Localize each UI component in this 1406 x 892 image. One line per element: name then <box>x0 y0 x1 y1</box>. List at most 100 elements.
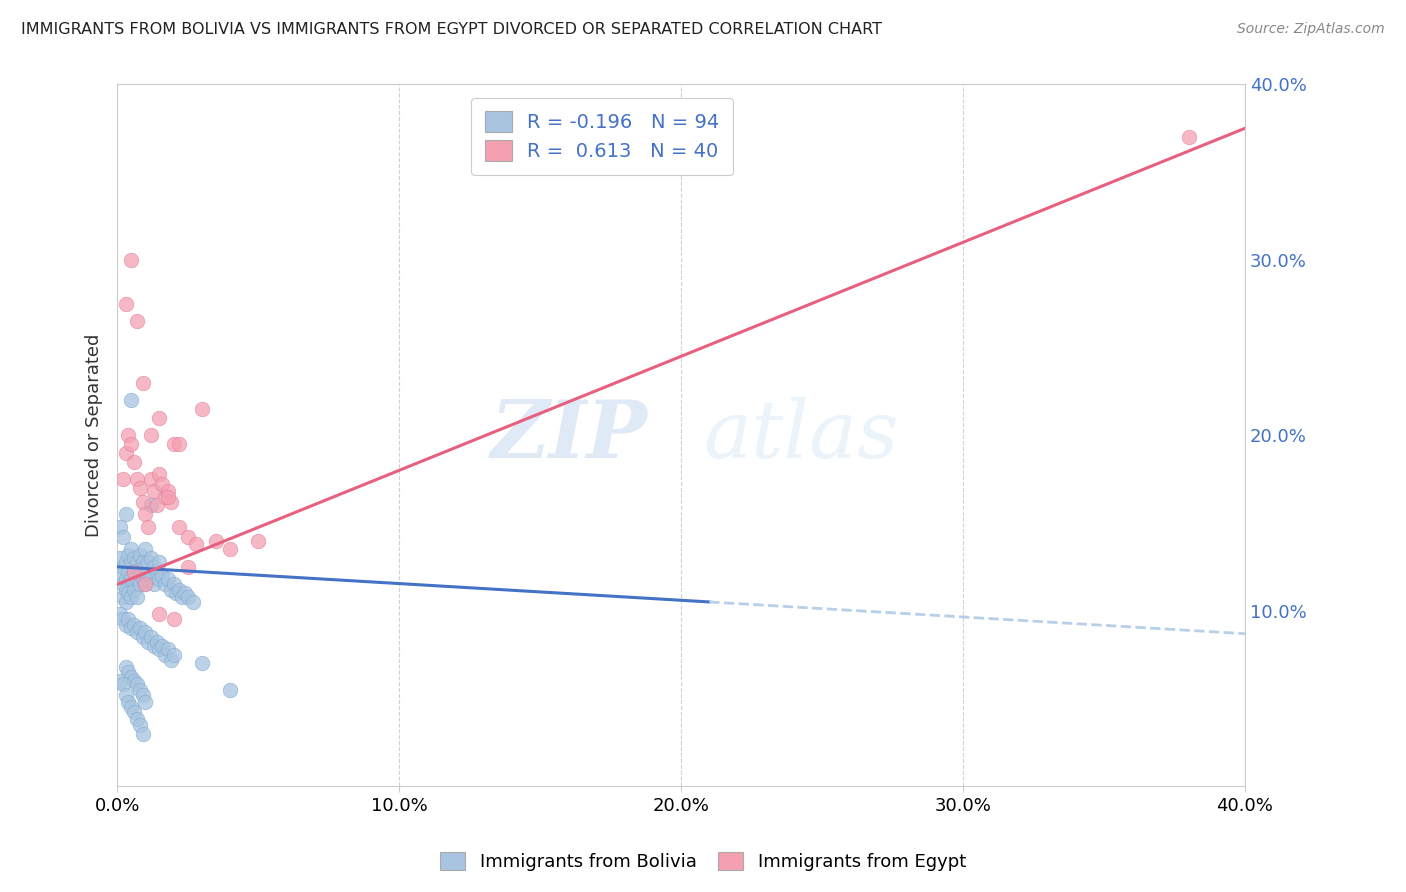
Point <box>150 477 173 491</box>
Point <box>134 577 156 591</box>
Text: Source: ZipAtlas.com: Source: ZipAtlas.com <box>1237 22 1385 37</box>
Point <box>120 590 142 604</box>
Point <box>114 555 136 569</box>
Point <box>114 296 136 310</box>
Point <box>148 555 170 569</box>
Point <box>167 437 190 451</box>
Point <box>117 548 139 562</box>
Point <box>117 428 139 442</box>
Point <box>120 393 142 408</box>
Point <box>156 490 179 504</box>
Point <box>122 551 145 566</box>
Point <box>108 673 131 688</box>
Point <box>120 252 142 267</box>
Point <box>122 617 145 632</box>
Point <box>176 530 198 544</box>
Point <box>108 607 131 622</box>
Point <box>114 446 136 460</box>
Point <box>120 557 142 571</box>
Point <box>142 577 165 591</box>
Point <box>150 639 173 653</box>
Point <box>153 577 176 591</box>
Point <box>205 533 228 548</box>
Point <box>153 490 176 504</box>
Point <box>122 706 145 720</box>
Point <box>120 621 142 635</box>
Point <box>108 551 131 566</box>
Point <box>131 726 153 740</box>
Point <box>145 635 167 649</box>
Point <box>111 472 134 486</box>
Point <box>122 565 145 579</box>
Point <box>176 590 198 604</box>
Point <box>148 642 170 657</box>
Point <box>136 555 159 569</box>
Y-axis label: Divorced or Separated: Divorced or Separated <box>86 334 103 537</box>
Point <box>120 572 142 586</box>
Point <box>134 695 156 709</box>
Point <box>111 530 134 544</box>
Point <box>219 682 242 697</box>
Point <box>108 568 131 582</box>
Point <box>125 314 148 328</box>
Point <box>117 695 139 709</box>
Point <box>139 630 162 644</box>
Point <box>111 590 134 604</box>
Point <box>111 612 134 626</box>
Point <box>173 586 195 600</box>
Point <box>128 577 150 591</box>
Point <box>128 561 150 575</box>
Point <box>162 612 184 626</box>
Point <box>122 454 145 468</box>
Point <box>156 572 179 586</box>
Point <box>136 572 159 586</box>
Point <box>131 555 153 569</box>
Point <box>142 559 165 574</box>
Point <box>148 607 170 622</box>
Point <box>131 572 153 586</box>
Point <box>120 700 142 714</box>
Point <box>159 653 181 667</box>
Point <box>125 572 148 586</box>
Point <box>131 630 153 644</box>
Point <box>162 577 184 591</box>
Point <box>128 548 150 562</box>
Point <box>150 568 173 582</box>
Point <box>131 688 153 702</box>
Point <box>128 717 150 731</box>
Point <box>162 648 184 662</box>
Point <box>117 612 139 626</box>
Point <box>219 542 242 557</box>
Point <box>122 565 145 579</box>
Point <box>142 639 165 653</box>
Point <box>117 665 139 679</box>
Point <box>148 410 170 425</box>
Point <box>167 519 190 533</box>
Point <box>111 677 134 691</box>
Point <box>114 595 136 609</box>
Point <box>131 376 153 390</box>
Point <box>134 507 156 521</box>
Point <box>136 635 159 649</box>
Point <box>184 537 207 551</box>
Point <box>117 586 139 600</box>
Point <box>114 660 136 674</box>
Point <box>142 484 165 499</box>
Point <box>159 582 181 597</box>
Legend: R = -0.196   N = 94, R =  0.613   N = 40: R = -0.196 N = 94, R = 0.613 N = 40 <box>471 97 734 175</box>
Point <box>145 499 167 513</box>
Point <box>145 565 167 579</box>
Point <box>125 555 148 569</box>
Point <box>128 481 150 495</box>
Legend: Immigrants from Bolivia, Immigrants from Egypt: Immigrants from Bolivia, Immigrants from… <box>433 845 973 879</box>
Point <box>165 586 187 600</box>
Point <box>153 648 176 662</box>
Point <box>156 642 179 657</box>
Point <box>117 565 139 579</box>
Point <box>134 559 156 574</box>
Point <box>148 572 170 586</box>
Point <box>128 621 150 635</box>
Point <box>125 677 148 691</box>
Point <box>139 499 162 513</box>
Text: atlas: atlas <box>703 397 898 474</box>
